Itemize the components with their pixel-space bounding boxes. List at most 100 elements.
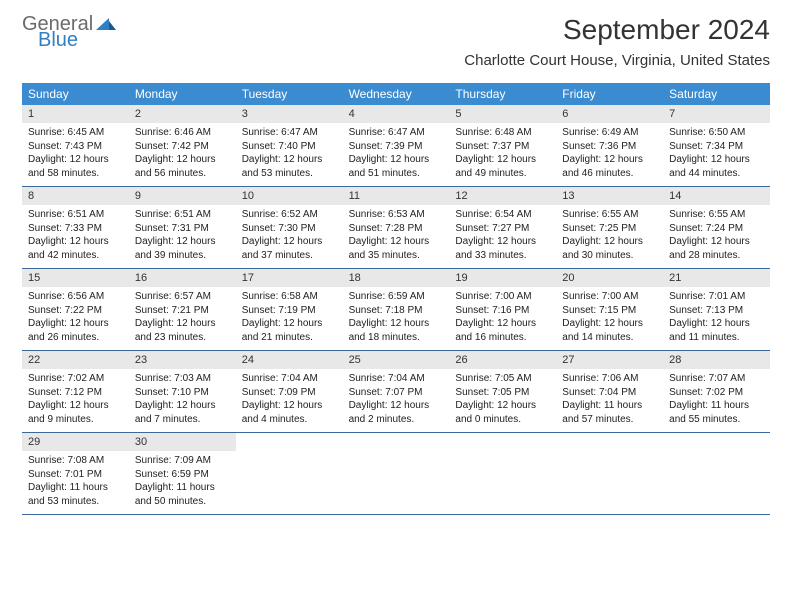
daylight-line: Daylight: 12 hours and 28 minutes.: [669, 235, 764, 262]
day-header-sat: Saturday: [663, 83, 770, 105]
daylight-line: Daylight: 12 hours and 30 minutes.: [562, 235, 657, 262]
daylight-line: Daylight: 12 hours and 49 minutes.: [455, 153, 550, 180]
day-header-mon: Monday: [129, 83, 236, 105]
calendar-cell: 9Sunrise: 6:51 AMSunset: 7:31 PMDaylight…: [129, 187, 236, 268]
day-number: 16: [129, 269, 236, 287]
sunset-line: Sunset: 7:37 PM: [455, 140, 550, 154]
calendar-cell: 11Sunrise: 6:53 AMSunset: 7:28 PMDayligh…: [343, 187, 450, 268]
daylight-line: Daylight: 12 hours and 37 minutes.: [242, 235, 337, 262]
sunrise-line: Sunrise: 7:04 AM: [242, 372, 337, 386]
calendar-cell: [556, 433, 663, 514]
daylight-line: Daylight: 12 hours and 53 minutes.: [242, 153, 337, 180]
day-info: Sunrise: 6:45 AMSunset: 7:43 PMDaylight:…: [22, 123, 129, 180]
daylight-line: Daylight: 12 hours and 46 minutes.: [562, 153, 657, 180]
day-number: 10: [236, 187, 343, 205]
day-number: 17: [236, 269, 343, 287]
day-header-sun: Sunday: [22, 83, 129, 105]
calendar-cell: 5Sunrise: 6:48 AMSunset: 7:37 PMDaylight…: [449, 105, 556, 186]
sunset-line: Sunset: 7:25 PM: [562, 222, 657, 236]
day-number: 29: [22, 433, 129, 451]
sunset-line: Sunset: 7:39 PM: [349, 140, 444, 154]
sunrise-line: Sunrise: 7:01 AM: [669, 290, 764, 304]
calendar-cell: 18Sunrise: 6:59 AMSunset: 7:18 PMDayligh…: [343, 269, 450, 350]
sunrise-line: Sunrise: 7:08 AM: [28, 454, 123, 468]
sunset-line: Sunset: 7:19 PM: [242, 304, 337, 318]
daylight-line: Daylight: 12 hours and 11 minutes.: [669, 317, 764, 344]
calendar-cell: 21Sunrise: 7:01 AMSunset: 7:13 PMDayligh…: [663, 269, 770, 350]
day-number: 19: [449, 269, 556, 287]
day-header-row: Sunday Monday Tuesday Wednesday Thursday…: [22, 83, 770, 105]
calendar-cell: 22Sunrise: 7:02 AMSunset: 7:12 PMDayligh…: [22, 351, 129, 432]
calendar-cell: 14 Sunrise: 6:55 AMSunset: 7:24 PMDayligh…: [663, 187, 770, 268]
day-info: Sunrise: 7:04 AMSunset: 7:07 PMDaylight:…: [343, 369, 450, 426]
sunrise-line: Sunrise: 6:49 AM: [562, 126, 657, 140]
daylight-line: Daylight: 12 hours and 26 minutes.: [28, 317, 123, 344]
day-number: 11: [343, 187, 450, 205]
day-info: Sunrise: 6:49 AMSunset: 7:36 PMDaylight:…: [556, 123, 663, 180]
calendar-cell: [236, 433, 343, 514]
daylight-line: Daylight: 11 hours and 50 minutes.: [135, 481, 230, 508]
sunrise-line: Sunrise: 6:54 AM: [455, 208, 550, 222]
day-info: Sunrise: 6:58 AMSunset: 7:19 PMDaylight:…: [236, 287, 343, 344]
sunrise-line: Sunrise: 6:55 AM: [562, 208, 657, 222]
day-info: Sunrise: 6:59 AMSunset: 7:18 PMDaylight:…: [343, 287, 450, 344]
day-number: 1: [22, 105, 129, 123]
calendar-cell: 25Sunrise: 7:04 AMSunset: 7:07 PMDayligh…: [343, 351, 450, 432]
daylight-line: Daylight: 12 hours and 9 minutes.: [28, 399, 123, 426]
month-title: September 2024: [464, 14, 770, 46]
sunset-line: Sunset: 7:33 PM: [28, 222, 123, 236]
day-info: Sunrise: 6:56 AMSunset: 7:22 PMDaylight:…: [22, 287, 129, 344]
sunset-line: Sunset: 7:05 PM: [455, 386, 550, 400]
day-info: Sunrise: 7:06 AMSunset: 7:04 PMDaylight:…: [556, 369, 663, 426]
calendar-cell: 3 Sunrise: 6:47 AMSunset: 7:40 PMDaylight…: [236, 105, 343, 186]
sunset-line: Sunset: 7:22 PM: [28, 304, 123, 318]
day-number: 7: [663, 105, 770, 123]
calendar-cell: 19Sunrise: 7:00 AMSunset: 7:16 PMDayligh…: [449, 269, 556, 350]
sunset-line: Sunset: 7:43 PM: [28, 140, 123, 154]
day-info: Sunrise: 7:09 AMSunset: 6:59 PMDaylight:…: [129, 451, 236, 508]
sunset-line: Sunset: 7:16 PM: [455, 304, 550, 318]
day-number: 5: [449, 105, 556, 123]
sunset-line: Sunset: 7:42 PM: [135, 140, 230, 154]
day-header-thu: Thursday: [449, 83, 556, 105]
sunrise-line: Sunrise: 7:09 AM: [135, 454, 230, 468]
day-number: 27: [556, 351, 663, 369]
day-number: 14: [663, 187, 770, 205]
sunset-line: Sunset: 7:31 PM: [135, 222, 230, 236]
daylight-line: Daylight: 12 hours and 18 minutes.: [349, 317, 444, 344]
week-row: 1Sunrise: 6:45 AMSunset: 7:43 PMDaylight…: [22, 105, 770, 187]
daylight-line: Daylight: 12 hours and 35 minutes.: [349, 235, 444, 262]
sunset-line: Sunset: 7:40 PM: [242, 140, 337, 154]
sunset-line: Sunset: 7:02 PM: [669, 386, 764, 400]
daylight-line: Daylight: 12 hours and 33 minutes.: [455, 235, 550, 262]
calendar-cell: 16Sunrise: 6:57 AMSunset: 7:21 PMDayligh…: [129, 269, 236, 350]
sunrise-line: Sunrise: 6:47 AM: [242, 126, 337, 140]
sunrise-line: Sunrise: 7:00 AM: [562, 290, 657, 304]
sunset-line: Sunset: 7:27 PM: [455, 222, 550, 236]
day-info: Sunrise: 7:02 AMSunset: 7:12 PMDaylight:…: [22, 369, 129, 426]
sunrise-line: Sunrise: 6:45 AM: [28, 126, 123, 140]
sunset-line: Sunset: 7:15 PM: [562, 304, 657, 318]
calendar-cell: [663, 433, 770, 514]
week-row: 22Sunrise: 7:02 AMSunset: 7:12 PMDayligh…: [22, 351, 770, 433]
location: Charlotte Court House, Virginia, United …: [464, 52, 770, 69]
day-number: 3: [236, 105, 343, 123]
sunrise-line: Sunrise: 7:03 AM: [135, 372, 230, 386]
calendar-cell: 26Sunrise: 7:05 AMSunset: 7:05 PMDayligh…: [449, 351, 556, 432]
sunrise-line: Sunrise: 6:52 AM: [242, 208, 337, 222]
day-number: 20: [556, 269, 663, 287]
sunrise-line: Sunrise: 6:57 AM: [135, 290, 230, 304]
calendar-cell: 15Sunrise: 6:56 AMSunset: 7:22 PMDayligh…: [22, 269, 129, 350]
weeks-container: 1Sunrise: 6:45 AMSunset: 7:43 PMDaylight…: [22, 105, 770, 515]
day-number: 2: [129, 105, 236, 123]
day-info: Sunrise: 7:00 AMSunset: 7:16 PMDaylight:…: [449, 287, 556, 344]
sunset-line: Sunset: 7:24 PM: [669, 222, 764, 236]
calendar-cell: 7Sunrise: 6:50 AMSunset: 7:34 PMDaylight…: [663, 105, 770, 186]
day-number: 12: [449, 187, 556, 205]
day-info: Sunrise: 6:55 AMSunset: 7:25 PMDaylight:…: [556, 205, 663, 262]
daylight-line: Daylight: 12 hours and 4 minutes.: [242, 399, 337, 426]
sunrise-line: Sunrise: 6:55 AM: [669, 208, 764, 222]
day-header-fri: Friday: [556, 83, 663, 105]
sunset-line: Sunset: 7:09 PM: [242, 386, 337, 400]
daylight-line: Daylight: 12 hours and 14 minutes.: [562, 317, 657, 344]
